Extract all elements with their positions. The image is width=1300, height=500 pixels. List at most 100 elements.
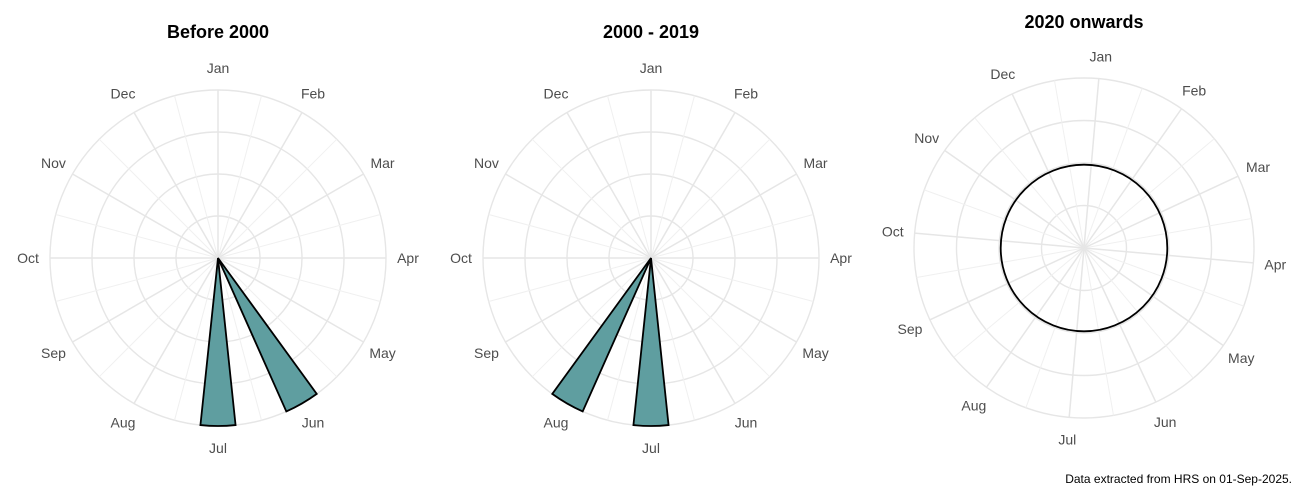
tick-label-aug: Aug xyxy=(961,397,986,413)
tick-label-oct: Oct xyxy=(882,223,904,239)
grid-spoke-minor xyxy=(1083,247,1115,416)
tick-label-sep: Sep xyxy=(474,345,499,361)
grid-spoke-mar xyxy=(650,173,797,259)
tick-label-jul: Jul xyxy=(642,440,660,456)
tick-label-sep: Sep xyxy=(898,321,923,337)
tick-label-nov: Nov xyxy=(41,155,66,171)
tick-label-mar: Mar xyxy=(803,155,827,171)
grid-spoke-sep xyxy=(929,247,1085,321)
grid-spoke-dec xyxy=(566,112,652,259)
grid-spoke-minor xyxy=(650,95,695,259)
grid-spoke-minor xyxy=(217,214,381,259)
grid-spoke-dec xyxy=(133,112,219,259)
grid-spoke-mar xyxy=(1083,175,1239,249)
grid-spoke-minor xyxy=(98,257,219,378)
bar-jun xyxy=(217,257,319,413)
grid-spoke-minor xyxy=(607,257,652,421)
grid-spoke-jun xyxy=(1083,247,1157,403)
tick-label-may: May xyxy=(802,345,828,361)
grid-spoke-minor xyxy=(531,257,652,378)
grid-spoke-minor xyxy=(98,138,219,259)
grid-spoke-minor xyxy=(916,247,1085,279)
grid-spoke-minor xyxy=(174,95,219,259)
grid-circle-1 xyxy=(1040,204,1128,292)
tick-label-apr: Apr xyxy=(830,250,852,266)
grid-spoke-minor xyxy=(1083,247,1194,379)
tick-label-mar: Mar xyxy=(370,155,394,171)
grid-circle-3 xyxy=(955,119,1213,377)
chart-title: 2000 - 2019 xyxy=(603,22,699,42)
tick-label-feb: Feb xyxy=(734,85,758,101)
grid-spoke-minor xyxy=(1083,88,1143,249)
bar-aug xyxy=(550,257,652,413)
empty-series-ring xyxy=(999,163,1169,333)
tick-label-oct: Oct xyxy=(450,250,472,266)
grid-spoke-minor xyxy=(650,257,695,421)
tick-label-dec: Dec xyxy=(544,85,569,101)
grid-spoke-minor xyxy=(55,214,219,259)
grid-spoke-nov xyxy=(505,173,652,259)
tick-label-nov: Nov xyxy=(474,155,499,171)
chart-title: Before 2000 xyxy=(167,22,269,42)
grid-spoke-minor xyxy=(531,138,652,259)
grid-spoke-minor xyxy=(1083,138,1215,249)
grid-spoke-dec xyxy=(1011,93,1085,249)
tick-label-dec: Dec xyxy=(990,66,1015,82)
tick-label-nov: Nov xyxy=(914,130,939,146)
tick-label-jan: Jan xyxy=(1089,49,1112,65)
tick-label-may: May xyxy=(1228,350,1254,366)
tick-label-dec: Dec xyxy=(111,85,136,101)
grid-spoke-minor xyxy=(1025,247,1085,408)
grid-spoke-nov xyxy=(72,173,219,259)
grid-spoke-minor xyxy=(217,95,262,259)
grid-spoke-minor xyxy=(488,214,652,259)
grid-spoke-minor xyxy=(650,214,814,259)
grid-spoke-minor xyxy=(924,189,1085,249)
polar-chart-1: Before 2000 Jan Feb Mar Apr May Jun Jul Aug Sep Oc… xyxy=(17,22,419,456)
polar-chart-3: 2020 onwards Jan Feb Mar Apr May Jun Jul Aug Sep O… xyxy=(882,12,1287,447)
grid-spoke-minor xyxy=(174,257,219,421)
grid-spoke-aug xyxy=(985,247,1085,388)
grid-spoke-minor xyxy=(1083,217,1252,249)
tick-label-jun: Jun xyxy=(1154,414,1177,430)
bar-jul xyxy=(199,257,237,427)
grid-spoke-jun xyxy=(650,257,736,404)
grid-spoke-feb xyxy=(650,112,736,259)
grid-spoke-minor xyxy=(217,257,262,421)
grid-spoke-minor xyxy=(217,257,381,302)
tick-label-sep: Sep xyxy=(41,345,66,361)
grid-spoke-minor xyxy=(488,257,652,302)
grid-spoke-may xyxy=(650,257,797,343)
grid-spoke-may xyxy=(1083,247,1224,347)
grid-spoke-minor xyxy=(55,257,219,302)
grid-spoke-jul xyxy=(1068,247,1085,418)
grid-spoke-minor xyxy=(953,247,1085,358)
bar-jul xyxy=(632,257,670,427)
grid-spoke-nov xyxy=(944,149,1085,249)
grid-spoke-oct xyxy=(914,232,1085,249)
tick-label-aug: Aug xyxy=(544,415,569,431)
grid-circle-4 xyxy=(913,77,1255,419)
grid-spoke-minor xyxy=(650,257,771,378)
grid-spoke-sep xyxy=(505,257,652,343)
grid-spoke-jan xyxy=(1083,78,1100,249)
grid-spoke-minor xyxy=(217,257,338,378)
grid-circle-2 xyxy=(998,162,1170,334)
grid-spoke-minor xyxy=(1083,247,1244,307)
chart-title: 2020 onwards xyxy=(1024,12,1143,32)
grid-spoke-minor xyxy=(607,95,652,259)
grid-spoke-minor xyxy=(217,138,338,259)
grid-spoke-aug xyxy=(133,257,219,404)
tick-label-feb: Feb xyxy=(301,85,325,101)
grid-spoke-minor xyxy=(974,117,1085,249)
tick-label-jan: Jan xyxy=(207,60,230,76)
grid-spoke-may xyxy=(217,257,364,343)
grid-spoke-minor xyxy=(650,138,771,259)
grid-spoke-sep xyxy=(72,257,219,343)
grid-spoke-mar xyxy=(217,173,364,259)
tick-label-apr: Apr xyxy=(397,250,419,266)
tick-label-jun: Jun xyxy=(735,415,758,431)
tick-label-feb: Feb xyxy=(1182,83,1206,99)
grid-spoke-minor xyxy=(1053,80,1085,249)
tick-label-mar: Mar xyxy=(1246,159,1270,175)
